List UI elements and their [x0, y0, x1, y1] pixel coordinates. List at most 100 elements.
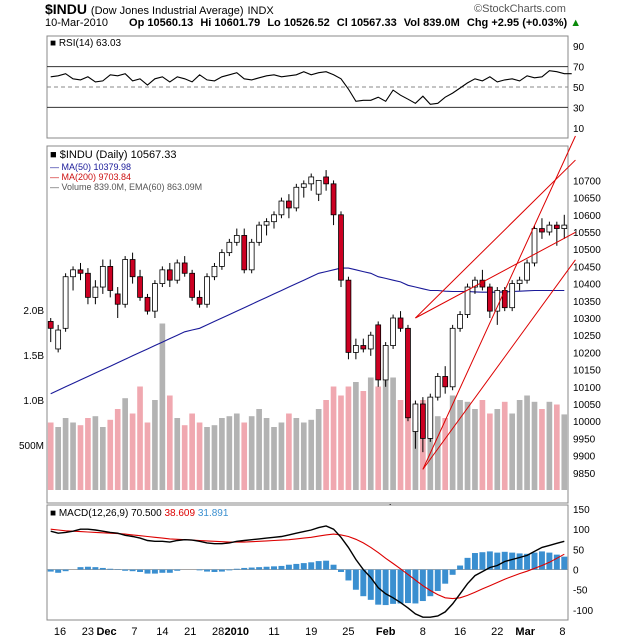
candle-down: [166, 269, 173, 281]
candle-down: [286, 200, 292, 209]
candle-down: [323, 176, 329, 185]
macd-histogram-bar: [464, 557, 471, 570]
price-tick-label: 9850: [573, 469, 596, 480]
volume-bar: [434, 416, 441, 490]
macd-histogram-bar: [546, 552, 553, 570]
candle-up: [248, 241, 255, 271]
macd-histogram-bar: [367, 569, 374, 600]
volume-bar: [554, 404, 560, 490]
rsi-tick-label: 30: [573, 103, 585, 114]
volume-tick-label: 1.5B: [23, 351, 44, 362]
macd-histogram-bar: [449, 569, 456, 575]
candle-down: [241, 235, 248, 271]
price-tick-label: 10700: [573, 176, 601, 187]
price-legend-item: — Volume 839.0M, EMA(60) 863.09M: [50, 182, 202, 192]
watermark: ©StockCharts.com: [474, 3, 566, 15]
macd-histogram-bar: [84, 566, 91, 570]
macd-histogram-bar: [233, 568, 240, 570]
exchange: INDX: [247, 5, 274, 17]
macd-histogram-bar: [471, 553, 478, 570]
macd-histogram-bar: [122, 569, 129, 571]
macd-histogram-bar: [129, 569, 136, 572]
date-axis-label: 16: [454, 626, 466, 638]
price-legend-item: — MA(200) 9703.84: [50, 172, 131, 182]
macd-histogram-bar: [271, 566, 277, 570]
macd-tick-label: 150: [573, 505, 590, 516]
volume-bar: [353, 382, 359, 490]
candle-up: [278, 200, 285, 216]
volume-bar: [122, 398, 128, 490]
date-axis-label: 23: [82, 626, 94, 638]
volume-bar: [390, 377, 396, 490]
volume-bar: [114, 409, 121, 490]
trend-channel-line: [415, 231, 576, 319]
macd-histogram-bar: [486, 551, 493, 570]
macd-histogram-bar: [196, 569, 203, 571]
volume-bar: [382, 368, 389, 490]
candle-down: [107, 265, 114, 291]
volume-bar: [308, 419, 315, 490]
macd-histogram-bar: [151, 569, 158, 574]
macd-histogram-bar: [248, 567, 255, 570]
macd-histogram-bar: [241, 567, 248, 570]
macd-signal-line: [50, 528, 565, 600]
ma50-line: [50, 267, 565, 395]
volume-bar: [330, 386, 337, 490]
volume-tick-label: 1.0B: [23, 396, 44, 407]
volume-bar: [516, 400, 523, 490]
price-legend-item: — MA(50) 10379.98: [50, 162, 131, 172]
trend-channel-line: [422, 259, 576, 470]
candle-up: [427, 396, 434, 439]
volume-bar: [47, 422, 54, 490]
date-axis-label: 19: [305, 626, 317, 638]
macd-histogram-bar: [538, 551, 545, 570]
macd-histogram-bar: [137, 569, 144, 572]
candle-down: [114, 293, 121, 305]
candle-up: [159, 269, 166, 284]
candle-up: [561, 224, 568, 229]
date-axis-label: 21: [184, 626, 196, 638]
macd-tick-label: 0: [573, 566, 579, 577]
macd-histogram-bar: [99, 567, 106, 570]
candle-up: [494, 290, 501, 312]
candle-down: [442, 376, 449, 388]
volume-bar: [494, 409, 501, 490]
macd-histogram-bar: [308, 562, 315, 570]
price-tick-label: 10150: [573, 366, 601, 377]
volume-bar: [144, 422, 151, 490]
quote-line: 10-Mar-2010 Op 10560.13 Hi 10601.79 Lo 1…: [45, 17, 581, 29]
candle-up: [434, 376, 441, 398]
volume-bar: [166, 395, 173, 490]
price-tick-label: 10250: [573, 331, 601, 342]
macd-histogram-bar: [107, 568, 114, 570]
macd-histogram-bar: [509, 552, 516, 570]
volume-bar: [189, 413, 195, 490]
macd-histogram-bar: [457, 565, 464, 570]
quote-change: Chg +2.95 (+0.03%): [466, 17, 568, 29]
candle-up: [457, 314, 463, 329]
rsi-line: [50, 70, 572, 105]
volume-bar: [472, 409, 478, 490]
candle-up: [524, 262, 530, 281]
candle-up: [412, 403, 419, 432]
macd-histogram-bar: [55, 569, 62, 573]
date-axis-label: 25: [342, 626, 354, 638]
price-tick-label: 10600: [573, 211, 601, 222]
candle-up: [293, 186, 300, 209]
rsi-tick-label: 90: [573, 42, 585, 53]
candle-up: [256, 224, 262, 243]
quote-volume: Vol 839.0M: [403, 17, 460, 29]
macd-histogram-bar: [211, 569, 218, 572]
volume-bar: [405, 391, 411, 490]
date-axis-label: Dec: [96, 626, 116, 638]
macd-histogram-bar: [382, 569, 389, 606]
candle-down: [129, 259, 136, 278]
price-tick-label: 10550: [573, 228, 601, 239]
volume-bar: [62, 418, 69, 490]
price-tick-label: 10650: [573, 194, 601, 205]
candle-down: [539, 228, 545, 233]
candle-down: [196, 296, 203, 305]
macd-histogram-bar: [263, 566, 270, 570]
quote-low: Lo 10526.52: [267, 17, 330, 29]
date-axis-label: Mar: [515, 626, 535, 638]
